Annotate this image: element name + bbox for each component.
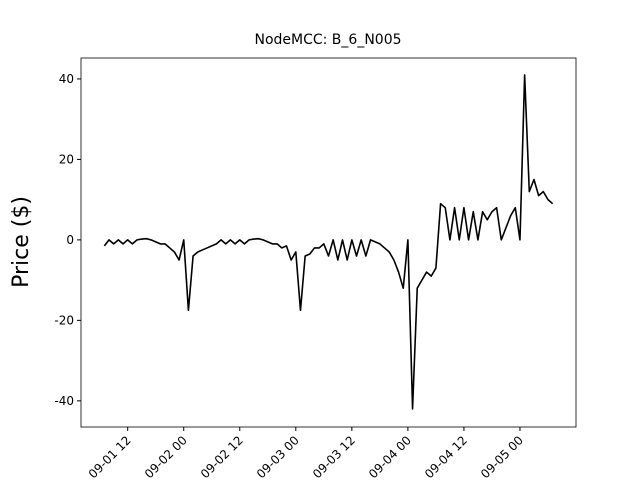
x-tick-label: 09-03 12	[310, 433, 358, 480]
x-tick-label: 09-02 12	[198, 433, 246, 480]
y-tick-label: 40	[59, 72, 74, 86]
y-tick-label: 0	[66, 233, 74, 247]
x-tick-label: 09-04 00	[366, 433, 414, 480]
y-tick-label: -40	[54, 394, 74, 408]
y-tick-label: 20	[59, 152, 74, 166]
y-tick-label: -20	[54, 313, 74, 327]
x-tick-label: 09-02 00	[142, 433, 190, 480]
x-tick-label: 09-03 00	[254, 433, 302, 480]
x-tick-label: 09-05 00	[478, 433, 526, 480]
x-tick-label: 09-01 12	[86, 433, 134, 480]
y-axis-label: Price ($)	[9, 196, 34, 288]
chart-title: NodeMCC: B_6_N005	[254, 32, 401, 48]
plot-frame	[80, 57, 577, 428]
price-line	[103, 74, 554, 410]
x-tick-label: 09-04 12	[422, 433, 470, 480]
